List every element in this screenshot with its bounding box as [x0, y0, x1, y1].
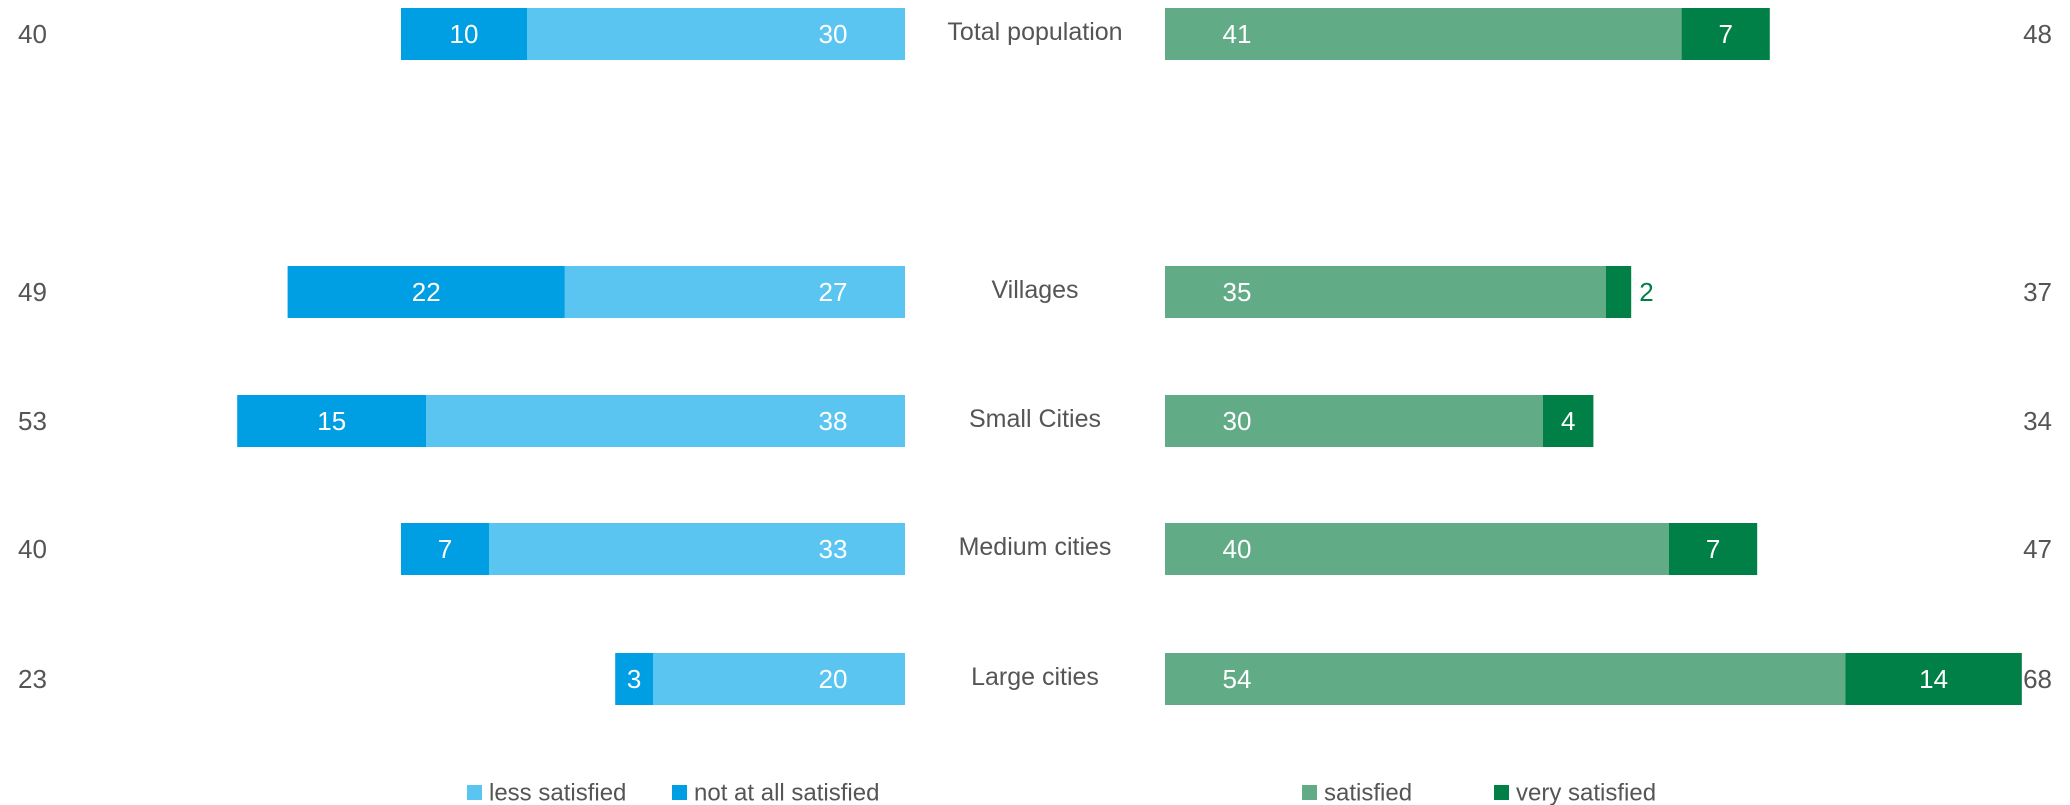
data-label-not-at-all-satisfied: 10	[450, 19, 479, 49]
data-label-not-at-all-satisfied: 7	[438, 534, 452, 564]
data-label-less-satisfied: 38	[819, 406, 848, 436]
bar-satisfied	[1165, 523, 1669, 575]
bar-satisfied	[1165, 266, 1606, 318]
bar-not-at-all-satisfied	[287, 266, 565, 318]
right-total-label: 68	[2023, 664, 2052, 694]
legend-item-not-at-all-satisfied-swatch	[672, 785, 687, 800]
left-total-label: 49	[18, 277, 47, 307]
legend-item-less-satisfied-label: less satisfied	[489, 780, 626, 805]
category-label: Large cities	[971, 663, 1099, 691]
data-label-satisfied: 54	[1223, 664, 1252, 694]
data-label-less-satisfied: 33	[819, 534, 848, 564]
data-label-very-satisfied: 2	[1639, 277, 1653, 307]
legend-item-satisfied-swatch	[1302, 785, 1317, 800]
category-label: Villages	[991, 276, 1078, 304]
left-total-label: 40	[18, 19, 47, 49]
data-label-very-satisfied: 4	[1561, 406, 1575, 436]
bar-satisfied	[1165, 8, 1682, 60]
data-label-less-satisfied: 30	[819, 19, 848, 49]
legend-item-satisfied-label: satisfied	[1324, 780, 1412, 805]
data-label-very-satisfied: 14	[1919, 664, 1948, 694]
bar-less-satisfied	[426, 395, 905, 447]
right-total-label: 37	[2023, 277, 2052, 307]
data-label-very-satisfied: 7	[1706, 534, 1720, 564]
legend-item-less-satisfied-swatch	[467, 785, 482, 800]
left-total-label: 53	[18, 406, 47, 436]
bar-less-satisfied	[564, 266, 905, 318]
bar-very-satisfied	[1543, 395, 1594, 447]
category-label: Small Cities	[969, 405, 1101, 433]
data-label-less-satisfied: 20	[819, 664, 848, 694]
data-label-satisfied: 41	[1223, 19, 1252, 49]
data-label-less-satisfied: 27	[819, 277, 848, 307]
bar-not-at-all-satisfied	[237, 395, 427, 447]
right-total-label: 34	[2023, 406, 2052, 436]
bar-less-satisfied	[489, 523, 905, 575]
bar-very-satisfied	[1669, 523, 1758, 575]
legend-item-very-satisfied-swatch	[1494, 785, 1509, 800]
bar-satisfied	[1165, 395, 1543, 447]
bar-very-satisfied	[1845, 653, 2022, 705]
data-label-not-at-all-satisfied: 22	[412, 277, 441, 307]
bar-very-satisfied	[1606, 266, 1632, 318]
legend-item-very-satisfied-label: very satisfied	[1516, 780, 1656, 805]
data-label-not-at-all-satisfied: 15	[317, 406, 346, 436]
legend-item-not-at-all-satisfied-label: not at all satisfied	[694, 780, 879, 805]
category-label: Medium cities	[959, 533, 1112, 561]
data-label-satisfied: 30	[1223, 406, 1252, 436]
data-label-satisfied: 40	[1223, 534, 1252, 564]
bar-satisfied	[1165, 653, 1846, 705]
right-total-label: 47	[2023, 534, 2052, 564]
category-label: Total population	[947, 18, 1122, 46]
bar-not-at-all-satisfied	[401, 8, 527, 60]
left-total-label: 23	[18, 664, 47, 694]
left-total-label: 40	[18, 534, 47, 564]
bar-not-at-all-satisfied	[401, 523, 490, 575]
right-total-label: 48	[2023, 19, 2052, 49]
data-label-very-satisfied: 7	[1718, 19, 1732, 49]
data-label-satisfied: 35	[1223, 277, 1252, 307]
bar-very-satisfied	[1681, 8, 1770, 60]
data-label-not-at-all-satisfied: 3	[627, 664, 641, 694]
bar-less-satisfied	[527, 8, 905, 60]
bar-not-at-all-satisfied	[615, 653, 653, 705]
bar-less-satisfied	[653, 653, 905, 705]
